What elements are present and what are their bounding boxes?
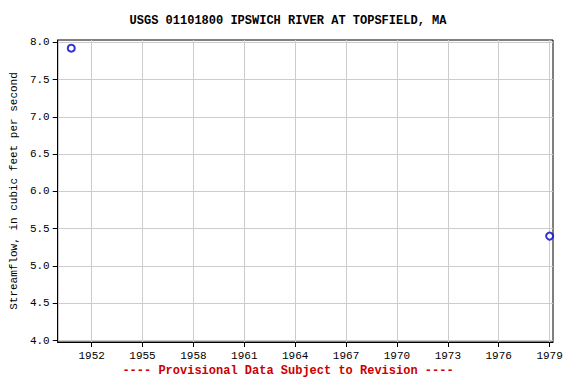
svg-text:1955: 1955	[129, 350, 155, 362]
svg-text:Streamflow, in cubic feet per: Streamflow, in cubic feet per second	[8, 72, 20, 310]
svg-text:1976: 1976	[486, 350, 512, 362]
svg-text:USGS 01101800 IPSWICH RIVER AT: USGS 01101800 IPSWICH RIVER AT TOPSFIELD…	[130, 14, 448, 28]
svg-text:1961: 1961	[231, 350, 258, 362]
svg-text:8.0: 8.0	[30, 36, 50, 48]
svg-text:1970: 1970	[384, 350, 410, 362]
svg-text:4.0: 4.0	[30, 335, 50, 347]
svg-text:1973: 1973	[435, 350, 461, 362]
svg-text:5.5: 5.5	[30, 223, 50, 235]
svg-text:1952: 1952	[78, 350, 104, 362]
svg-text:---- Provisional Data Subject: ---- Provisional Data Subject to Revisio…	[122, 364, 453, 378]
svg-text:7.0: 7.0	[30, 111, 50, 123]
svg-text:7.5: 7.5	[30, 74, 50, 86]
svg-text:6.0: 6.0	[30, 185, 50, 197]
svg-text:1979: 1979	[536, 350, 562, 362]
svg-text:5.0: 5.0	[30, 260, 50, 272]
svg-text:1964: 1964	[282, 350, 309, 362]
svg-text:4.5: 4.5	[30, 297, 50, 309]
svg-text:1958: 1958	[180, 350, 206, 362]
svg-text:1967: 1967	[333, 350, 359, 362]
svg-text:6.5: 6.5	[30, 148, 50, 160]
